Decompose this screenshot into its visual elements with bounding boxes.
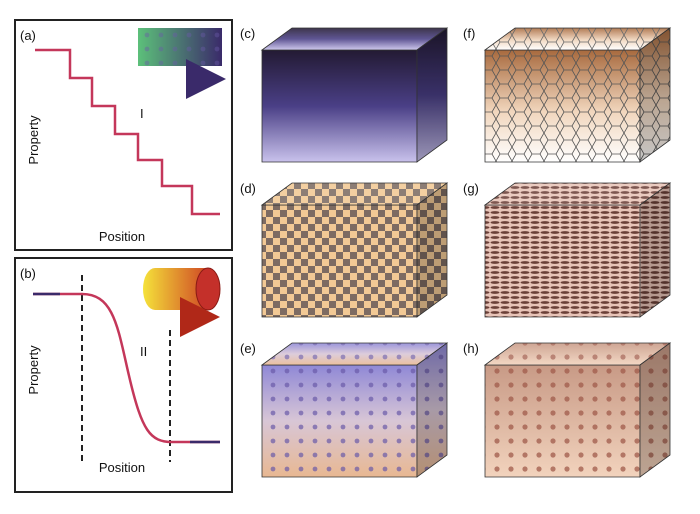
cube-front-texture [262, 365, 417, 477]
cube-side-edge [416, 27, 448, 163]
cube-side-shade [417, 343, 447, 477]
cube-side-texture [417, 343, 447, 477]
cube-top-shade [485, 343, 670, 365]
marker: I [140, 106, 144, 121]
panel-label: (h) [463, 341, 479, 356]
panel-frame [14, 257, 233, 493]
marker: II [140, 344, 147, 359]
cube-front [262, 50, 417, 162]
cubes: (c) (d) (e) (f) (g) (h) [240, 26, 672, 478]
step-curve [35, 48, 220, 216]
x-axis-label: Position [99, 229, 145, 244]
cube-top-shade [262, 28, 447, 50]
cube-side-texture [640, 343, 670, 477]
cube-side-edge [639, 342, 671, 478]
cube-top-texture [485, 28, 670, 50]
x-axis-label: Position [99, 460, 145, 475]
cube-top-shade [262, 343, 447, 365]
cube-side-edge [416, 342, 448, 478]
panel-label: (a) [20, 28, 36, 43]
cube-top [485, 183, 670, 205]
cube-front [262, 205, 417, 317]
panel-label: (d) [240, 181, 256, 196]
cube-top [262, 183, 447, 205]
panel-label: (f) [463, 26, 475, 41]
cube-front-texture [485, 50, 640, 162]
cube-side-edge [416, 182, 448, 318]
cube-top-shade [485, 183, 670, 205]
cube-side [417, 28, 447, 162]
y-axis-label: Property [26, 115, 41, 165]
cube-side-shade [417, 183, 447, 317]
swatch-texture [138, 28, 222, 66]
cube-side-shade [640, 28, 670, 162]
cube-side-shade [640, 183, 670, 317]
cube-side [640, 183, 670, 317]
cube-side-edge [639, 182, 671, 318]
cube-front [485, 205, 640, 317]
panel-label: (c) [240, 26, 255, 41]
cube-top-shade [485, 28, 670, 50]
cube-side [417, 183, 447, 317]
cube-top [262, 28, 447, 50]
cube-side-shade [417, 28, 447, 162]
cylinder-end [195, 267, 221, 311]
sigmoid-curve [33, 292, 220, 444]
panel-label: (e) [240, 341, 256, 356]
cube-top-texture [485, 343, 670, 365]
cube-top-shade [262, 183, 447, 205]
cube-side-texture [640, 28, 670, 162]
panel-label: (g) [463, 181, 479, 196]
cube-top-texture [262, 343, 447, 365]
cube-front-texture [485, 365, 640, 477]
cube-side-edge [639, 27, 671, 163]
panel-label: (b) [20, 266, 36, 281]
y-axis-label: Property [26, 345, 41, 395]
panel-frame [14, 19, 233, 251]
cube-side-shade [640, 343, 670, 477]
